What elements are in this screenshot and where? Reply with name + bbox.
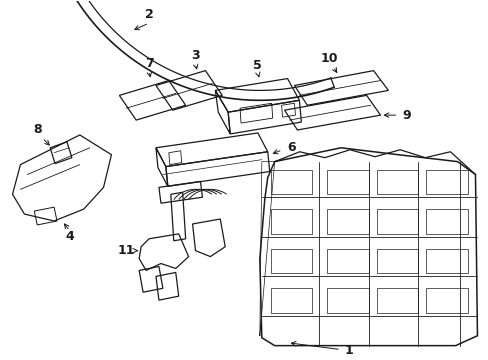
Text: 9: 9 xyxy=(401,109,410,122)
Text: 6: 6 xyxy=(286,141,295,154)
Text: 8: 8 xyxy=(33,123,41,136)
Text: 4: 4 xyxy=(65,230,74,243)
Text: 10: 10 xyxy=(320,52,337,65)
Text: 3: 3 xyxy=(191,49,200,62)
Text: 5: 5 xyxy=(253,59,262,72)
Text: 7: 7 xyxy=(144,57,153,70)
Text: 11: 11 xyxy=(117,244,135,257)
Text: 2: 2 xyxy=(144,8,153,21)
Text: 1: 1 xyxy=(344,344,352,357)
